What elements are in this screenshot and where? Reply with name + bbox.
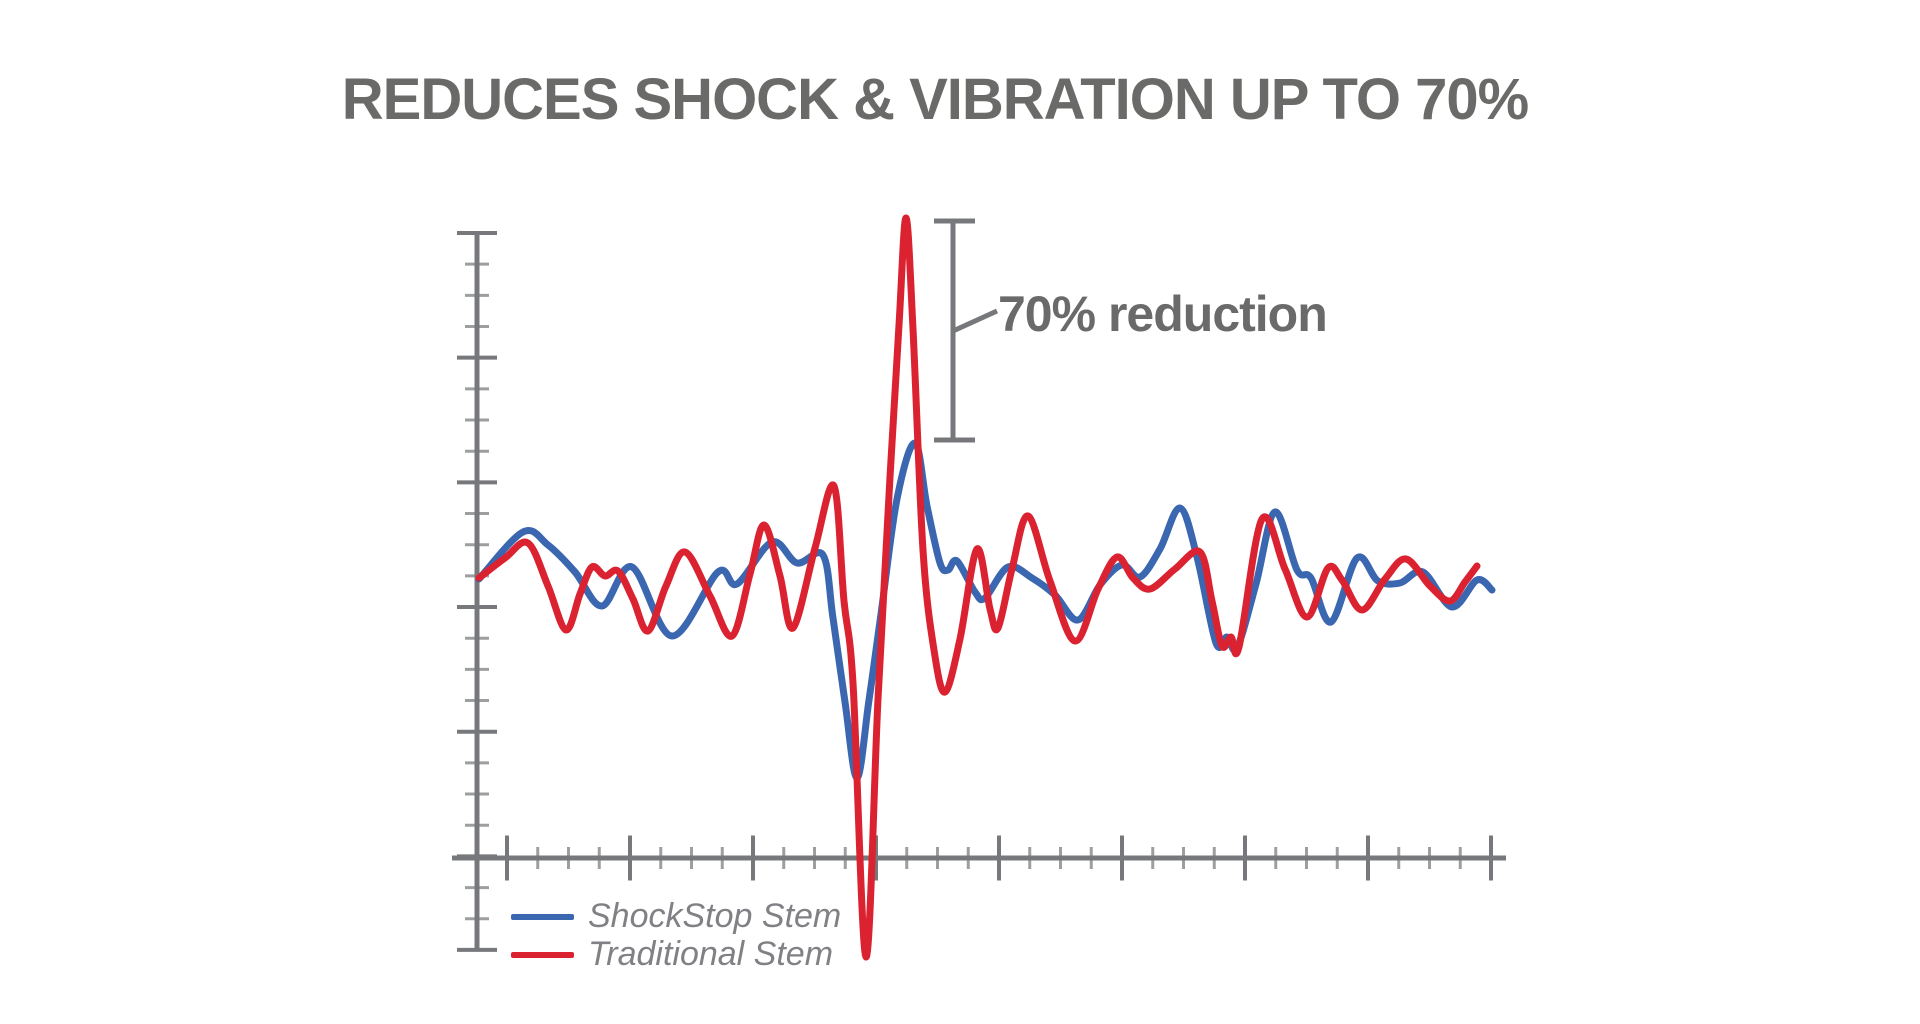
shockstop-legend-label: ShockStop Stem [588, 897, 842, 935]
reduction-annotation-label: 70% reduction [998, 286, 1328, 342]
shockstop-curve [475, 439, 1496, 782]
legend-item-shockstop: ShockStop Stem [511, 897, 842, 935]
axes [452, 231, 1506, 950]
traditional-legend-label: Traditional Stem [588, 935, 834, 973]
legend-item-traditional: Traditional Stem [511, 935, 834, 973]
traditional-curve [475, 214, 1481, 961]
reduction-bracket [934, 218, 999, 443]
traditional-line-swatch [511, 951, 574, 958]
shockstop-line-swatch [511, 913, 574, 920]
chart-title: REDUCES SHOCK & VIBRATION UP TO 70% [341, 67, 1529, 132]
